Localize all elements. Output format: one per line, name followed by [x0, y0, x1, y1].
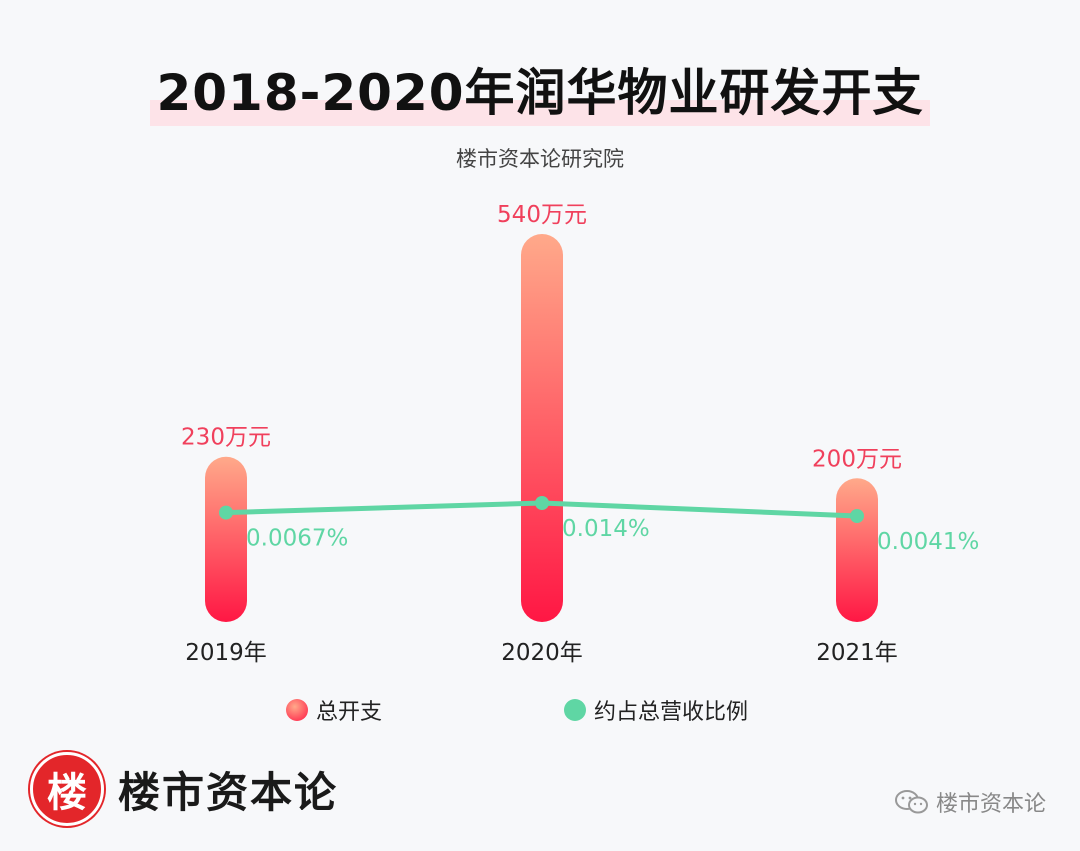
x-tick-label-2: 2020年 [501, 640, 583, 666]
bar-value-label-2: 540万元 [497, 202, 587, 228]
brand-name: 楼市资本论 [118, 767, 339, 817]
chart-subtitle: 楼市资本论研究院 [456, 147, 624, 171]
ratio-point-2 [535, 496, 549, 510]
brand-logo: 楼 楼市资本论 [30, 752, 338, 826]
brand-badge: 楼 [30, 752, 104, 826]
ratio-point-1 [219, 505, 233, 520]
legend-swatch-total [286, 699, 308, 721]
ratio-value-label-3: 0.0041% [877, 529, 979, 555]
bar-2 [521, 234, 563, 622]
legend-label-total: 总开支 [316, 700, 383, 725]
chart-area: 230万元 2019年 540万元 2020年 200万元 2021年 0.0067% 0.0… [181, 202, 979, 666]
watermark: 楼市资本论 [894, 786, 1046, 818]
legend: 总开支 约占总营收比例 [0, 694, 1080, 734]
x-tick-label-3: 2021年 [816, 640, 898, 666]
watermark-text: 楼市资本论 [935, 792, 1046, 817]
legend-label-ratio: 约占总营收比例 [594, 700, 749, 725]
legend-item-ratio: 约占总营收比例 [564, 694, 748, 726]
bar-3 [836, 478, 878, 622]
legend-item-total: 总开支 [286, 694, 382, 726]
bar-value-label-1: 230万元 [181, 425, 271, 451]
wechat-icon [894, 790, 928, 814]
x-tick-label-1: 2019年 [185, 640, 267, 666]
bar-1 [205, 456, 247, 622]
chart-title: 2018-2020年润华物业研发开支 [150, 58, 930, 128]
title-wrap: 2018-2020年润华物业研发开支 [0, 58, 1080, 128]
ratio-value-label-2: 0.014% [562, 516, 650, 542]
ratio-point-3 [850, 509, 864, 523]
legend-swatch-ratio [564, 699, 586, 721]
bar-value-label-3: 200万元 [812, 446, 902, 472]
ratio-value-label-1: 0.0067% [246, 526, 348, 552]
